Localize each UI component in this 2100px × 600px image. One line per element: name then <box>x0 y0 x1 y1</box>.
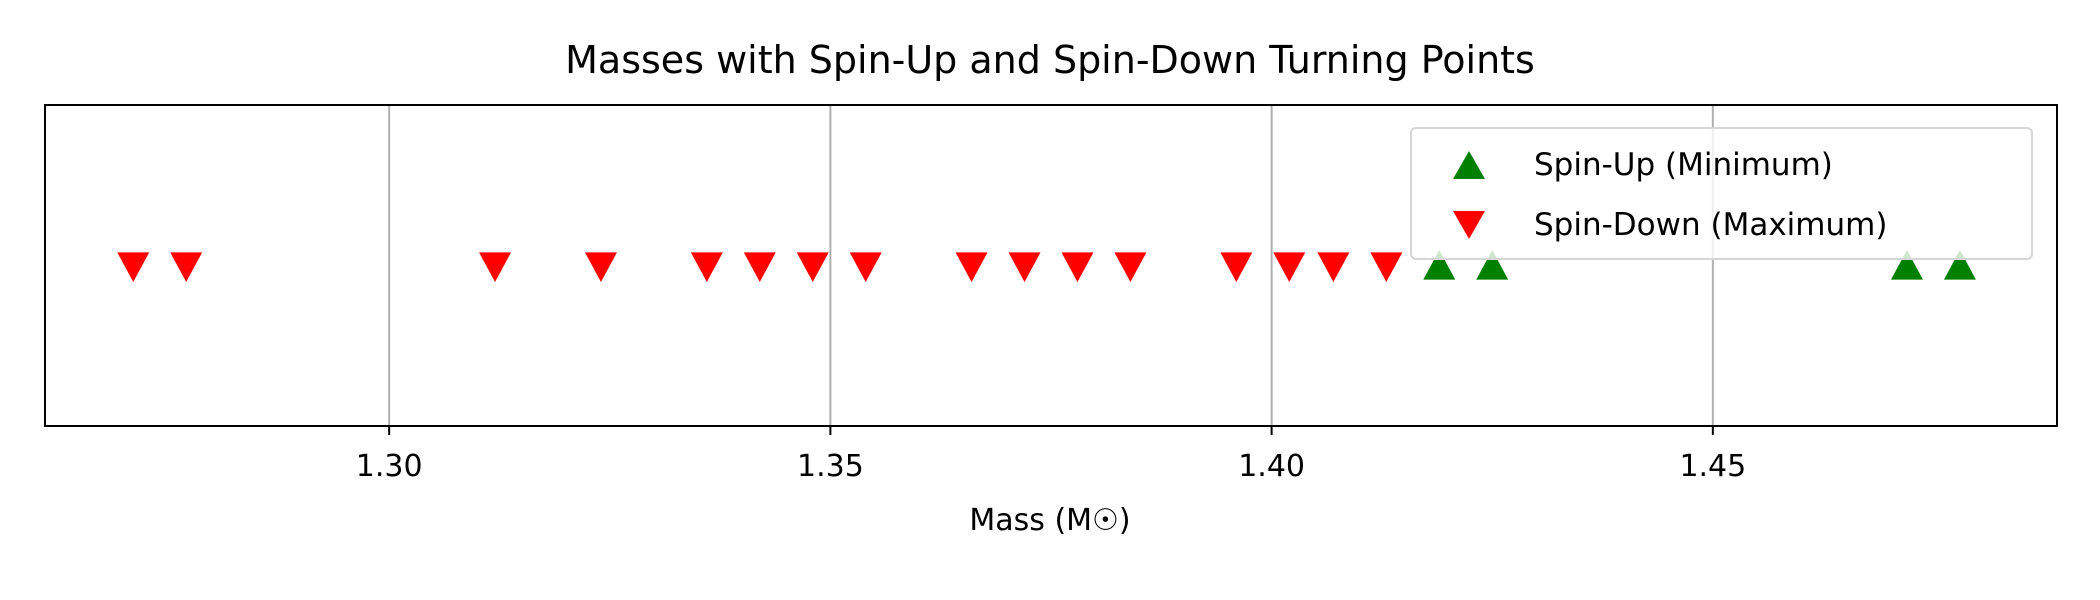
spin-up-marker <box>1890 250 1923 280</box>
spin-down-marker <box>743 252 776 282</box>
x-tick-label: 1.35 <box>797 449 864 484</box>
spin-down-marker <box>1220 252 1253 282</box>
x-tick-label: 1.40 <box>1238 449 1305 484</box>
x-axis-label: Mass (M☉) <box>969 503 1131 538</box>
spin-down-marker <box>117 252 150 282</box>
triangle-down-icon <box>1434 205 1504 245</box>
x-tick-label: 1.30 <box>356 449 423 484</box>
legend-item-spin-up: Spin-Up (Minimum) <box>1412 145 1833 185</box>
legend: Spin-Up (Minimum) Spin-Down (Maximum) <box>1410 127 2033 260</box>
spin-down-marker <box>170 252 203 282</box>
spin-down-marker <box>1273 252 1306 282</box>
spin-up-marker <box>1476 250 1509 280</box>
legend-label-spin-down: Spin-Down (Maximum) <box>1534 207 1888 243</box>
legend-label-spin-up: Spin-Up (Minimum) <box>1534 147 1833 183</box>
legend-item-spin-down: Spin-Down (Maximum) <box>1412 205 1887 245</box>
spin-down-marker <box>796 252 829 282</box>
x-tick-label: 1.45 <box>1679 449 1746 484</box>
spin-up-marker <box>1423 250 1456 280</box>
spin-down-marker <box>479 252 512 282</box>
data-markers <box>117 250 1976 282</box>
spin-down-marker <box>1317 252 1350 282</box>
spin-down-marker <box>1114 252 1147 282</box>
spin-down-marker <box>849 252 882 282</box>
axes-frame <box>44 104 2058 427</box>
spin-up-marker <box>1943 250 1976 280</box>
spin-down-marker <box>690 252 723 282</box>
spin-down-marker <box>1061 252 1094 282</box>
spin-down-marker <box>1008 252 1041 282</box>
spin-down-marker <box>584 252 617 282</box>
spin-down-marker <box>955 252 988 282</box>
x-axis-ticks: 1.30 1.35 1.40 1.45 <box>356 426 1746 484</box>
chart-title: Masses with Spin-Up and Spin-Down Turnin… <box>565 38 1535 82</box>
triangle-up-icon <box>1434 145 1504 185</box>
spin-down-marker <box>1370 252 1403 282</box>
